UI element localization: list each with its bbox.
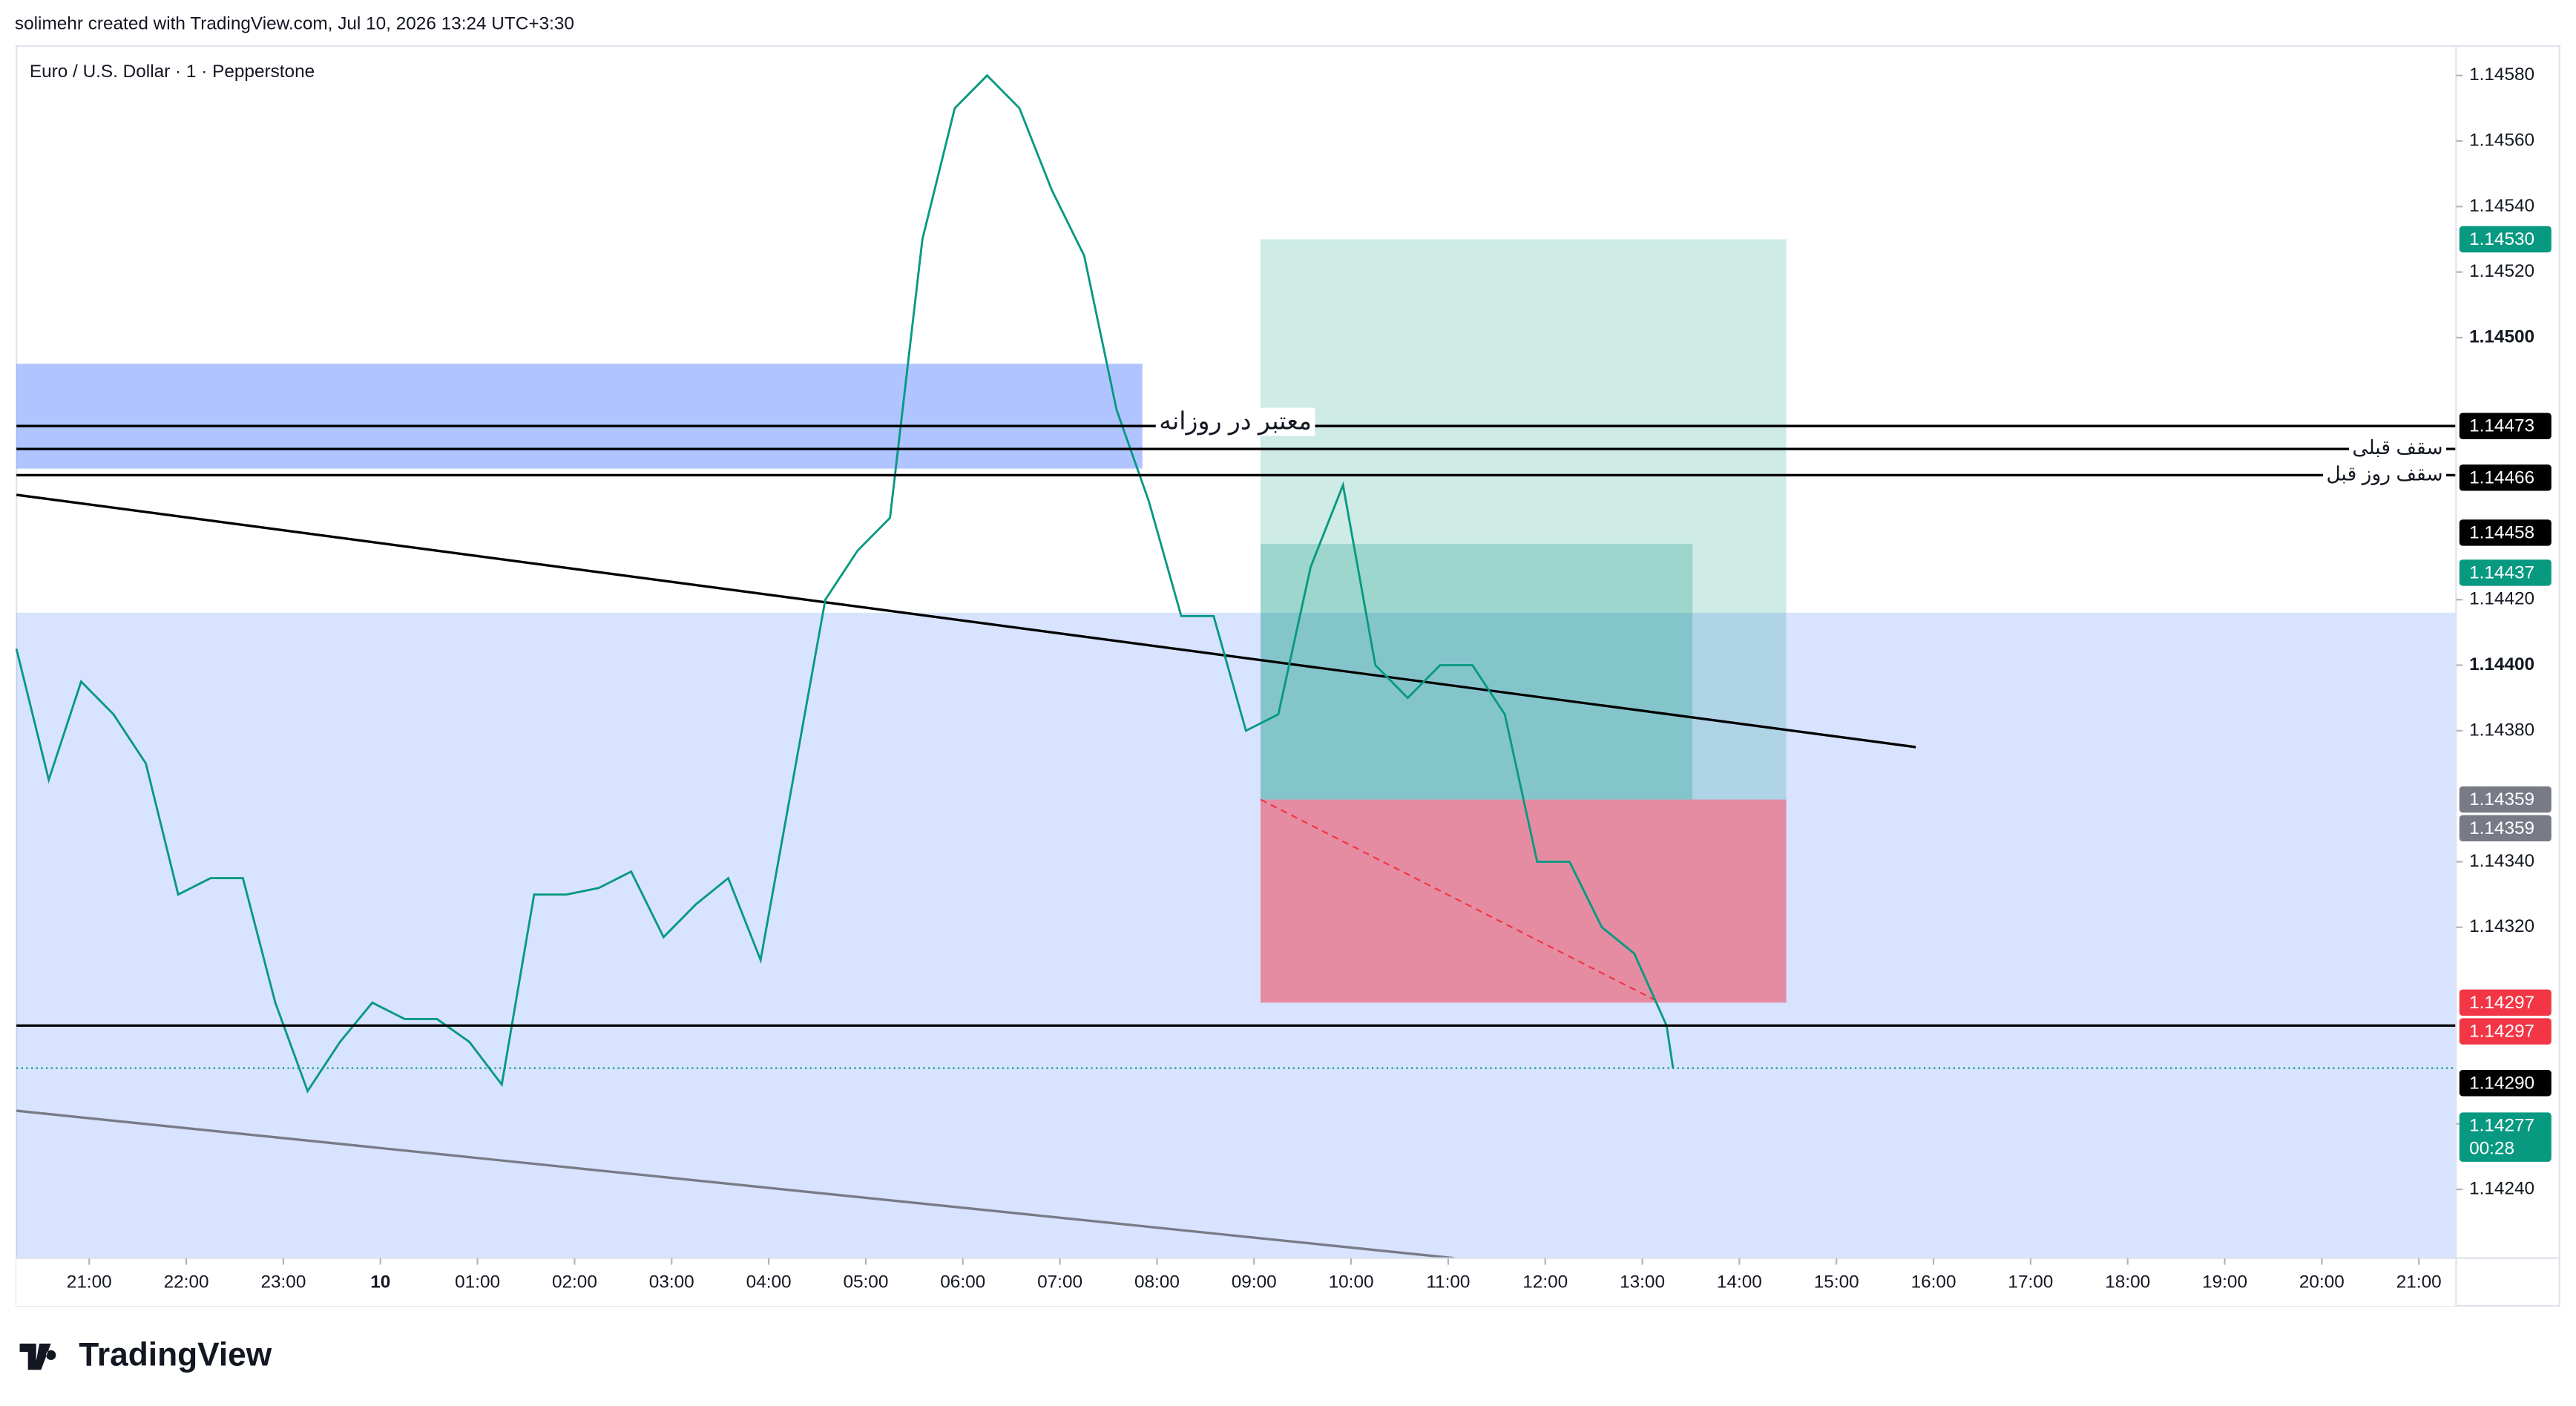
- price-tag: [2459, 464, 2552, 491]
- zone: [16, 612, 2457, 1258]
- credit: solimehr created with TradingView.com, J…: [15, 14, 574, 34]
- price-tag-label: 1.14277: [2469, 1116, 2534, 1136]
- price-tag-label: 1.14359: [2469, 818, 2534, 838]
- x-tick-label: 03:00: [649, 1272, 694, 1292]
- x-tick-label: 16:00: [1911, 1272, 1956, 1292]
- y-tick-label: 1.14500: [2469, 326, 2534, 346]
- price-tag: [2459, 519, 2552, 546]
- y-tick-label: 1.14380: [2469, 720, 2534, 740]
- level-note: معتبر در روزانه: [1159, 408, 1312, 436]
- x-tick-label: 18:00: [2105, 1272, 2150, 1292]
- x-tick-label: 20:00: [2299, 1272, 2345, 1292]
- price-tag-label: 1.14466: [2469, 467, 2534, 487]
- plot: معتبر در روزانه سقف قبلی سقف روز قبل: [15, 73, 2457, 1260]
- note-background: [2349, 436, 2447, 459]
- x-tick-label: 21:00: [2396, 1272, 2442, 1292]
- y-tick-label: 1.14340: [2469, 851, 2534, 871]
- x-tick-label: 21:00: [67, 1272, 112, 1292]
- price-tag: [2459, 1018, 2552, 1045]
- price-tag-label: 1.14297: [2469, 993, 2534, 1013]
- price-tag: [2459, 1070, 2552, 1097]
- symbol-title: Euro / U.S. Dollar · 1 · Pepperstone: [30, 62, 315, 82]
- price-tag: [2459, 559, 2552, 586]
- level-note: سقف قبلی: [2352, 436, 2442, 459]
- y-tick-label: 1.14580: [2469, 65, 2534, 85]
- trend-line: [16, 1109, 1455, 1260]
- y-tick-label: 1.14520: [2469, 261, 2534, 281]
- x-tick-label: 09:00: [1232, 1272, 1277, 1292]
- y-tick-label: 1.14560: [2469, 130, 2534, 150]
- x-tick-label: 07:00: [1037, 1272, 1082, 1292]
- x-tick-label: 17:00: [2008, 1272, 2053, 1292]
- x-tick-label: 12:00: [1522, 1272, 1568, 1292]
- y-tick-label: 1.14240: [2469, 1178, 2534, 1198]
- y-tick-label: 1.14400: [2469, 654, 2534, 674]
- x-tick-label: 10: [370, 1272, 390, 1292]
- price-tag-label: 1.14458: [2469, 522, 2534, 542]
- price-tag-label: 1.14359: [2469, 789, 2534, 809]
- logo: TradingView: [19, 1336, 272, 1373]
- note-background: [2323, 462, 2447, 486]
- x-tick-label: 04:00: [746, 1272, 792, 1292]
- price-tag-label: 1.14473: [2469, 416, 2534, 436]
- price-tag: [2459, 413, 2552, 439]
- x-tick-label: 06:00: [940, 1272, 985, 1292]
- price-tag: [2459, 989, 2552, 1016]
- x-tick-label: 10:00: [1329, 1272, 1374, 1292]
- axes: 1.142401.142601.143201.143401.143801.144…: [67, 65, 2552, 1292]
- x-tick-label: 19:00: [2202, 1272, 2247, 1292]
- price-tag: [2459, 226, 2552, 253]
- x-tick-label: 22:00: [164, 1272, 209, 1292]
- x-tick-label: 05:00: [843, 1272, 888, 1292]
- x-tick-label: 23:00: [260, 1272, 306, 1292]
- price-tag: [2459, 786, 2552, 813]
- x-tick-label: 15:00: [1814, 1272, 1859, 1292]
- note-background: [1155, 407, 1315, 436]
- x-tick-label: 02:00: [552, 1272, 597, 1292]
- price-tag-label: 1.14290: [2469, 1073, 2534, 1093]
- x-tick-label: 08:00: [1134, 1272, 1180, 1292]
- countdown: 00:28: [2469, 1139, 2514, 1159]
- x-tick-label: 01:00: [455, 1272, 500, 1292]
- price-tag-label: 1.14297: [2469, 1022, 2534, 1042]
- x-tick-label: 13:00: [1620, 1272, 1665, 1292]
- level-note: سقف روز قبل: [2326, 462, 2442, 485]
- trend-line: [16, 493, 1916, 749]
- time-axis: [16, 1258, 2457, 1306]
- price-line: [15, 73, 1675, 1094]
- logo-text: TradingView: [79, 1336, 272, 1373]
- y-tick-label: 1.14320: [2469, 916, 2534, 936]
- zone: [16, 364, 1143, 469]
- price-tag-label: 1.14437: [2469, 562, 2534, 582]
- x-tick-label: 14:00: [1717, 1272, 1762, 1292]
- y-tick-label: 1.14420: [2469, 589, 2534, 609]
- price-tag-label: 1.14530: [2469, 229, 2534, 249]
- zone: [1260, 799, 1787, 1003]
- price-tag: [2459, 1112, 2552, 1162]
- y-tick-label: 1.14540: [2469, 196, 2534, 216]
- price-tag: [2459, 815, 2552, 842]
- x-tick-label: 11:00: [1426, 1272, 1470, 1292]
- trend-line: [1260, 798, 1661, 1004]
- logo-mark: [19, 1343, 56, 1370]
